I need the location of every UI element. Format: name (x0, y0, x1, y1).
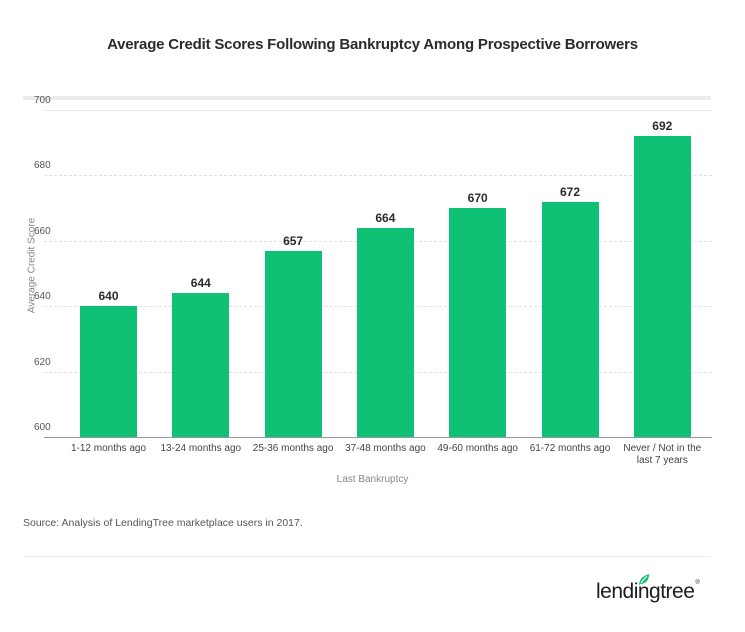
footer-divider (23, 556, 711, 557)
logo-text: lendingtree (596, 580, 695, 603)
x-tick-label: 25-36 months ago (252, 443, 334, 454)
x-axis-baseline (44, 437, 712, 438)
bar[interactable] (356, 227, 414, 437)
bar[interactable] (172, 293, 230, 437)
bar-value-label: 644 (190, 276, 211, 291)
x-tick-label: 13-24 months ago (160, 443, 242, 454)
y-tick-label: 660 (34, 225, 51, 237)
bar[interactable] (449, 208, 507, 437)
x-tick-label: 49-60 months ago (437, 443, 518, 454)
chart-title: Average Credit Scores Following Bankrupt… (107, 36, 638, 53)
bar[interactable] (541, 201, 599, 437)
y-axis-label: Average Credit Score (26, 217, 38, 314)
y-tick-label: 600 (34, 422, 51, 433)
bar[interactable] (80, 306, 137, 437)
bar-value-label: 692 (652, 119, 673, 134)
leaf-logo-icon (639, 574, 649, 586)
bar[interactable] (633, 136, 691, 437)
bar-value-label: 672 (559, 184, 581, 199)
registered-mark: ® (695, 580, 700, 586)
y-tick-label: 700 (34, 95, 51, 106)
x-tick-label: 61-72 months ago (529, 443, 611, 454)
bar-chart: Average Credit Score Last Bankruptcy 700… (26, 95, 712, 485)
bar-value-label: 664 (375, 210, 396, 225)
y-tick-label: 640 (34, 291, 51, 303)
x-tick-label: 1-12 months ago (70, 443, 147, 454)
x-tick-label: Never / Not in the last 7 years (623, 443, 702, 466)
bar-value-label: 670 (467, 191, 488, 206)
source-note: Source: Analysis of LendingTree marketpl… (23, 517, 303, 529)
bar[interactable] (264, 250, 322, 437)
title-divider (23, 96, 711, 100)
x-axis-label: Last Bankruptcy (336, 474, 409, 485)
bar-value-label: 657 (283, 233, 304, 248)
bar-value-label: 640 (98, 289, 119, 304)
gridline (44, 110, 712, 111)
y-tick-label: 680 (34, 160, 51, 172)
x-tick-label: 37-48 months ago (345, 443, 426, 454)
gridline (44, 175, 712, 177)
y-tick-label: 620 (34, 356, 51, 368)
lendingtree-logo[interactable]: lendingtree® (596, 580, 700, 604)
